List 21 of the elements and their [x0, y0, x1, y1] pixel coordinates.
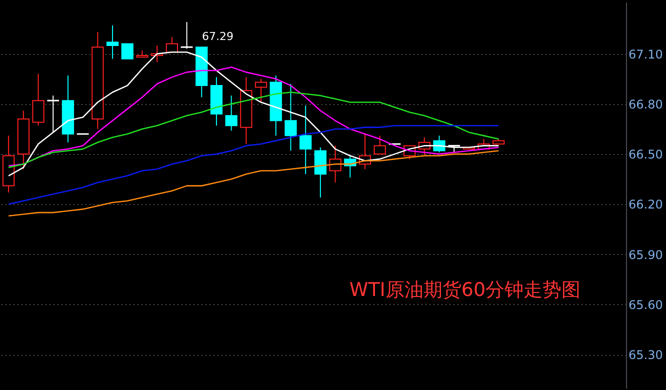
candlestick	[329, 145, 342, 183]
candlestick	[47, 95, 60, 133]
candlestick	[314, 146, 326, 198]
candlestick	[180, 22, 193, 50]
candlestick	[121, 43, 134, 60]
y-tick-label: 66.50	[628, 148, 663, 162]
annotation: WTI原油期货60分钟走势图	[349, 279, 581, 301]
candlestick	[300, 105, 312, 175]
candlestick	[284, 83, 297, 152]
candlestick	[106, 24, 119, 60]
y-tick-label: 66.20	[628, 198, 663, 212]
y-tick-label: 65.60	[628, 298, 663, 312]
y-tick-label: 66.80	[628, 97, 663, 112]
candlestick	[254, 78, 268, 103]
candlestick	[374, 135, 386, 155]
y-tick-label: 67.10	[628, 47, 663, 62]
y-tick-label: 65.30	[628, 348, 663, 362]
y-tick-label: 65.90	[628, 248, 663, 262]
candlestick	[32, 73, 44, 126]
candlestick	[225, 95, 238, 132]
annotation: 67.29	[202, 30, 234, 43]
